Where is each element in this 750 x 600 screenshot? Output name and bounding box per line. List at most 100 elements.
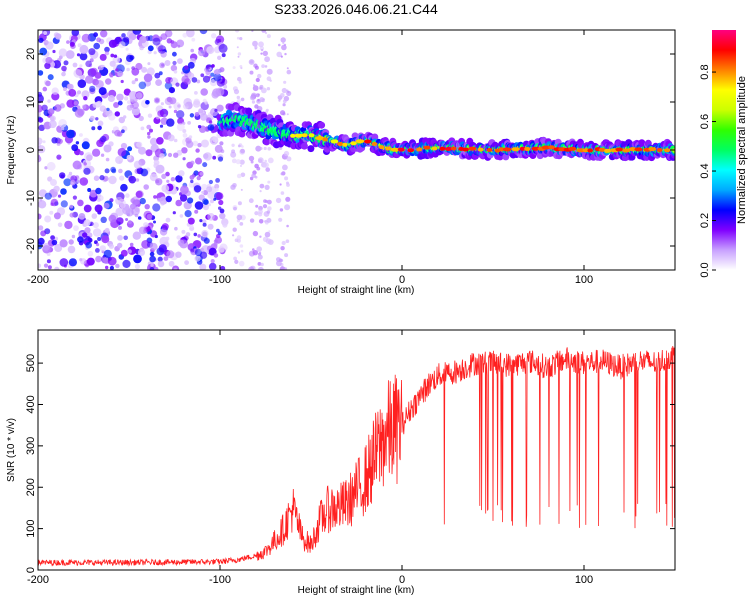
- heatmap-noise-blob: [43, 31, 48, 35]
- heatmap-streak-blob: [239, 159, 245, 165]
- heatmap-noise-blob: [98, 87, 107, 96]
- heatmap-hot-spot: [531, 146, 540, 151]
- heatmap-hot-spot: [648, 147, 657, 152]
- heatmap-hot-spot: [519, 146, 526, 151]
- heatmap-streak-blob: [255, 77, 260, 83]
- heatmap-noise-blob: [141, 66, 148, 73]
- heatmap-noise-blob: [221, 53, 226, 58]
- heatmap-noise-blob: [75, 141, 80, 145]
- heatmap-noise-blob: [94, 240, 98, 245]
- heatmap-noise-blob: [173, 102, 181, 110]
- heatmap-streak-blob: [240, 172, 246, 178]
- heatmap-streak-blob: [232, 227, 237, 232]
- heatmap-noise-blob: [213, 242, 218, 247]
- heatmap-noise-blob: [122, 259, 131, 268]
- heatmap-streak-blob: [264, 159, 268, 163]
- heatmap-noise-blob: [97, 120, 104, 127]
- heatmap-noise-blob: [39, 47, 48, 56]
- heatmap-noise-blob: [182, 157, 186, 161]
- heatmap-noise-blob: [60, 200, 68, 208]
- heatmap-noise-blob: [41, 104, 48, 112]
- heatmap-noise-blob: [177, 239, 185, 247]
- heatmap-noise-blob: [199, 113, 208, 121]
- heatmap-noise-blob: [47, 99, 51, 103]
- heatmap-noise-blob: [138, 146, 146, 155]
- heatmap-noise-blob: [64, 220, 73, 230]
- heatmap-noise-blob: [198, 108, 204, 114]
- heatmap-noise-blob: [73, 101, 79, 106]
- heatmap-noise-blob: [175, 251, 182, 258]
- heatmap-noise-blob: [172, 211, 176, 215]
- heatmap-streak-blob: [280, 172, 284, 176]
- heatmap-noise-blob: [85, 241, 92, 249]
- heatmap-noise-blob: [199, 263, 207, 270]
- heatmap-noise-blob: [104, 46, 110, 53]
- heatmap-streak-blob: [258, 266, 264, 270]
- heatmap-streak-blob: [230, 184, 236, 190]
- heatmap-noise-blob: [47, 108, 55, 115]
- heatmap-noise-blob: [165, 195, 172, 203]
- heatmap-noise-blob: [118, 116, 126, 124]
- heatmap-streak-blob: [258, 251, 262, 255]
- heatmap-streak-blob: [264, 31, 268, 35]
- heatmap-noise-blob: [61, 71, 66, 77]
- heatmap-noise-blob: [202, 219, 207, 224]
- heatmap-streak-blob: [234, 238, 239, 242]
- heatmap-noise-blob: [131, 107, 140, 116]
- heatmap-noise-blob: [135, 178, 140, 182]
- heatmap-noise-blob: [165, 217, 171, 223]
- heatmap-hot-spot: [308, 133, 315, 138]
- heatmap-noise-blob: [200, 88, 208, 96]
- heatmap-noise-blob: [38, 156, 41, 160]
- heatmap-noise-blob: [157, 256, 163, 262]
- heatmap-noise-blob: [71, 234, 76, 239]
- heatmap-streak-blob: [236, 98, 242, 104]
- heatmap-noise-blob: [188, 135, 193, 139]
- heatmap-streak-blob: [241, 145, 244, 148]
- heatmap-noise-blob: [87, 188, 92, 192]
- heatmap-noise-blob: [163, 256, 169, 261]
- heatmap-noise-blob: [190, 160, 195, 165]
- heatmap-noise-blob: [155, 79, 163, 86]
- heatmap-noise-blob: [120, 183, 128, 192]
- heatmap-noise-blob: [126, 54, 134, 63]
- heatmap-noise-blob: [154, 72, 161, 79]
- heatmap-hot-spot: [416, 147, 423, 152]
- heatmap-noise-blob: [38, 137, 43, 145]
- heatmap-streak-blob: [254, 104, 259, 109]
- heatmap-noise-blob: [127, 220, 132, 225]
- heatmap-hot-spot: [486, 147, 493, 152]
- heatmap-streak-blob: [261, 98, 265, 103]
- heatmap-streak-blob: [249, 70, 254, 75]
- heatmap-noise-blob: [152, 37, 161, 46]
- heatmap-streak-blob: [262, 50, 268, 57]
- heatmap-noise-blob: [100, 30, 108, 38]
- heatmap-streak-blob: [265, 108, 269, 112]
- heatmap-streak-blob: [257, 98, 260, 102]
- heatmap-noise-blob: [200, 247, 204, 252]
- heatmap-noise-blob: [153, 159, 160, 166]
- heatmap-streak-blob: [281, 240, 286, 246]
- heatmap-noise-blob: [103, 202, 110, 209]
- heatmap-noise-blob: [173, 109, 178, 114]
- heatmap-noise-blob: [133, 160, 142, 169]
- x-tick-label: -200: [27, 274, 49, 286]
- heatmap-hot-spot: [498, 147, 505, 152]
- heatmap-hot-spot: [634, 147, 643, 152]
- heatmap-noise-blob: [176, 235, 181, 240]
- heatmap-noise-blob: [143, 184, 149, 190]
- heatmap-streak-blob: [285, 239, 290, 243]
- heatmap-noise-blob: [104, 51, 110, 56]
- heatmap-streak-blob: [233, 89, 240, 95]
- heatmap-noise-blob: [79, 258, 83, 262]
- heatmap-noise-blob: [153, 97, 161, 104]
- heatmap-streak-blob: [283, 267, 288, 270]
- heatmap-noise-blob: [140, 168, 149, 177]
- colorbar-tick-label: 0.4: [699, 163, 711, 178]
- heatmap-noise-blob: [175, 199, 182, 207]
- heatmap-noise-blob: [59, 258, 69, 267]
- heatmap-noise-blob: [83, 167, 91, 175]
- heatmap-hot-spot: [657, 148, 663, 152]
- heatmap-noise-blob: [123, 235, 128, 241]
- heatmap-noise-blob: [196, 176, 201, 181]
